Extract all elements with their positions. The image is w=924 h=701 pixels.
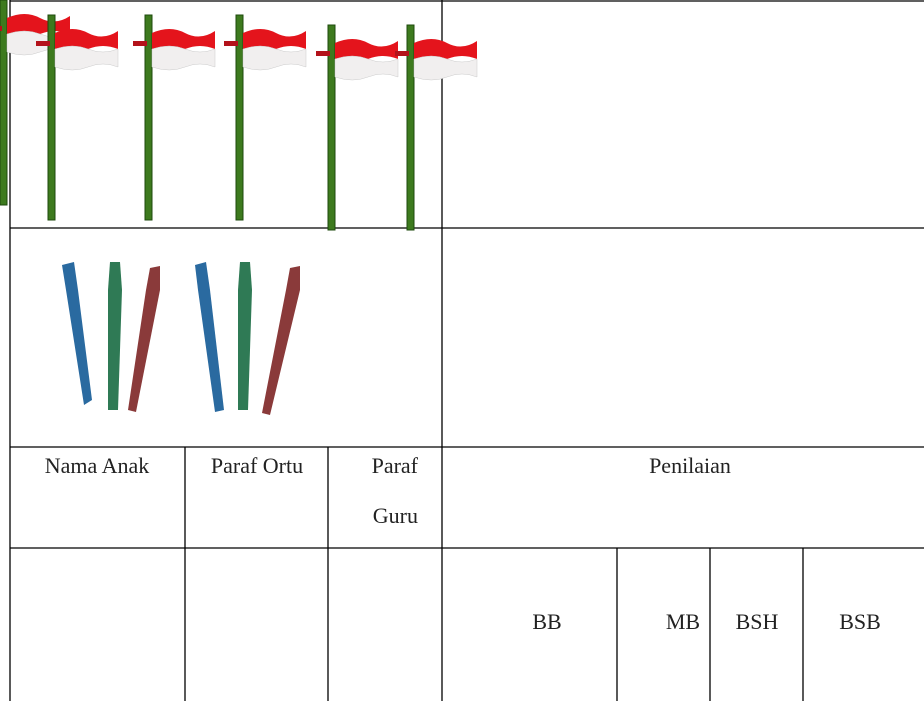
header-cell: Paraf Ortu (211, 453, 303, 478)
grade-cell: MB (666, 609, 700, 634)
flags-illustration (0, 0, 478, 231)
header-cell: Nama Anak (45, 453, 149, 478)
grade-cell: BSB (839, 609, 881, 634)
header-cell: Guru (373, 503, 418, 528)
table-lines (9, 0, 924, 701)
grade-cell: BB (532, 609, 561, 634)
grade-cell: BSH (736, 609, 779, 634)
header-cell: Penilaian (649, 453, 731, 478)
bamboo-spears-illustration (62, 262, 300, 415)
header-cell: Paraf (372, 453, 419, 478)
